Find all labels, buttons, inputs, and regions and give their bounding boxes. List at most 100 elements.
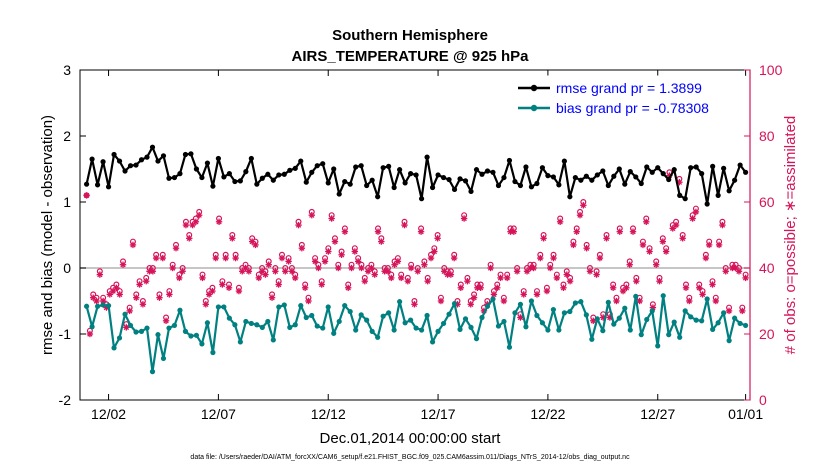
asterisk-stroke xyxy=(302,285,308,291)
bias-data-point xyxy=(550,306,556,313)
rmse-data-point xyxy=(138,157,145,163)
rmse-data-point xyxy=(166,175,172,181)
rmse-data-point xyxy=(199,174,205,181)
bias-data-point xyxy=(567,308,573,315)
obs-assimilated-marker xyxy=(262,271,269,278)
bias-data-point xyxy=(677,334,683,340)
obs-assimilated-marker xyxy=(315,264,322,272)
asterisk-stroke xyxy=(372,271,378,278)
bias-data-point xyxy=(276,304,282,310)
bias-data-point xyxy=(364,317,370,323)
asterisk-stroke xyxy=(514,268,520,274)
asterisk-stroke xyxy=(408,265,414,271)
obs-assimilated-marker xyxy=(378,238,385,245)
asterisk-stroke xyxy=(719,222,726,228)
asterisk-stroke xyxy=(643,219,649,225)
bias-data-point xyxy=(111,345,117,351)
y-tick-label: -2 xyxy=(59,392,72,408)
rmse-data-point xyxy=(402,180,408,186)
rmse-data-point xyxy=(589,177,595,183)
rmse-data-point xyxy=(567,194,573,200)
bias-data-point xyxy=(281,302,287,308)
asterisk-stroke xyxy=(163,318,169,324)
asterisk-stroke xyxy=(249,238,255,245)
asterisk-stroke xyxy=(550,255,557,261)
asterisk-stroke xyxy=(560,285,567,291)
asterisk-stroke xyxy=(441,268,447,274)
bias-data-point xyxy=(397,299,403,305)
obs-assimilated-marker xyxy=(278,254,286,262)
rmse-data-point xyxy=(171,174,178,181)
obs-assimilated-marker xyxy=(715,241,723,249)
bias-data-point xyxy=(644,316,650,323)
asterisk-stroke xyxy=(117,291,123,298)
obs-assimilated-marker xyxy=(232,254,239,262)
bias-data-point xyxy=(182,328,189,334)
rmse-data-point xyxy=(364,182,370,189)
rmse-data-point xyxy=(710,163,716,169)
bias-data-point xyxy=(116,335,123,341)
rmse-data-point xyxy=(325,180,331,186)
asterisk-stroke xyxy=(468,301,474,307)
asterisk-stroke xyxy=(173,245,179,251)
obs-assimilated-marker xyxy=(166,291,173,298)
bias-data-point xyxy=(336,318,342,325)
obs-assimilated-marker xyxy=(547,264,554,272)
rmse-data-point xyxy=(539,165,546,171)
rmse-data-point xyxy=(671,167,677,173)
asterisk-stroke xyxy=(150,268,156,274)
asterisk-stroke xyxy=(401,222,408,228)
asterisk-stroke xyxy=(309,212,315,218)
obs-assimilated-marker xyxy=(255,274,262,282)
asterisk-stroke xyxy=(242,265,249,271)
asterisk-stroke xyxy=(113,285,120,291)
obs-assimilated-marker xyxy=(86,330,94,338)
obs-assimilated-marker xyxy=(401,221,408,229)
obs-assimilated-marker xyxy=(219,281,226,288)
rmse-data-point xyxy=(116,158,123,164)
bias-data-point xyxy=(671,319,677,325)
obs-assimilated-marker xyxy=(679,235,686,242)
asterisk-stroke xyxy=(656,278,663,284)
bias-data-point xyxy=(298,303,304,309)
obs-assimilated-marker xyxy=(328,215,335,222)
asterisk-stroke xyxy=(292,275,298,281)
rmse-data-point xyxy=(413,172,419,178)
asterisk-stroke xyxy=(411,301,418,307)
rmse-data-point xyxy=(550,174,556,180)
bias-data-point xyxy=(699,318,705,324)
obs-assimilated-marker xyxy=(742,274,749,282)
bias-data-point xyxy=(462,316,469,322)
obs-assimilated-marker xyxy=(560,284,567,291)
rmse-data-point xyxy=(721,165,727,171)
asterisk-stroke xyxy=(461,215,467,222)
bias-data-point xyxy=(468,324,474,330)
asterisk-stroke xyxy=(610,285,616,291)
obs-assimilated-marker xyxy=(298,245,306,252)
asterisk-stroke xyxy=(673,222,679,228)
bias-data-point xyxy=(232,322,238,328)
bias-data-point xyxy=(611,321,617,327)
bias-data-point xyxy=(386,310,392,316)
asterisk-stroke xyxy=(335,265,341,271)
bias-data-point xyxy=(688,314,694,320)
bias-data-point xyxy=(265,318,271,325)
rmse-data-point xyxy=(732,177,738,183)
obs-assimilated-marker xyxy=(417,228,425,235)
obs-assimilated-marker xyxy=(195,212,203,219)
asterisk-stroke xyxy=(590,318,596,324)
bias-data-point xyxy=(309,312,315,319)
bias-data-point xyxy=(479,314,485,321)
bias-data-point xyxy=(737,320,743,327)
obs-assimilated-marker xyxy=(275,281,282,288)
rmse-data-point xyxy=(446,176,452,183)
obs-assimilated-marker xyxy=(722,268,729,275)
axis-layer: 12/02 12/07 12/12 12/17 12/22 12/27 01/01 -2 -1 0… xyxy=(59,62,783,422)
obs-assimilated-marker xyxy=(414,268,421,275)
asterisk-stroke xyxy=(83,192,90,199)
asterisk-stroke xyxy=(723,268,729,274)
obs-assimilated-marker xyxy=(709,281,716,288)
bias-data-point xyxy=(155,332,161,338)
bias-data-point xyxy=(484,303,491,309)
bias-data-point xyxy=(83,303,90,309)
